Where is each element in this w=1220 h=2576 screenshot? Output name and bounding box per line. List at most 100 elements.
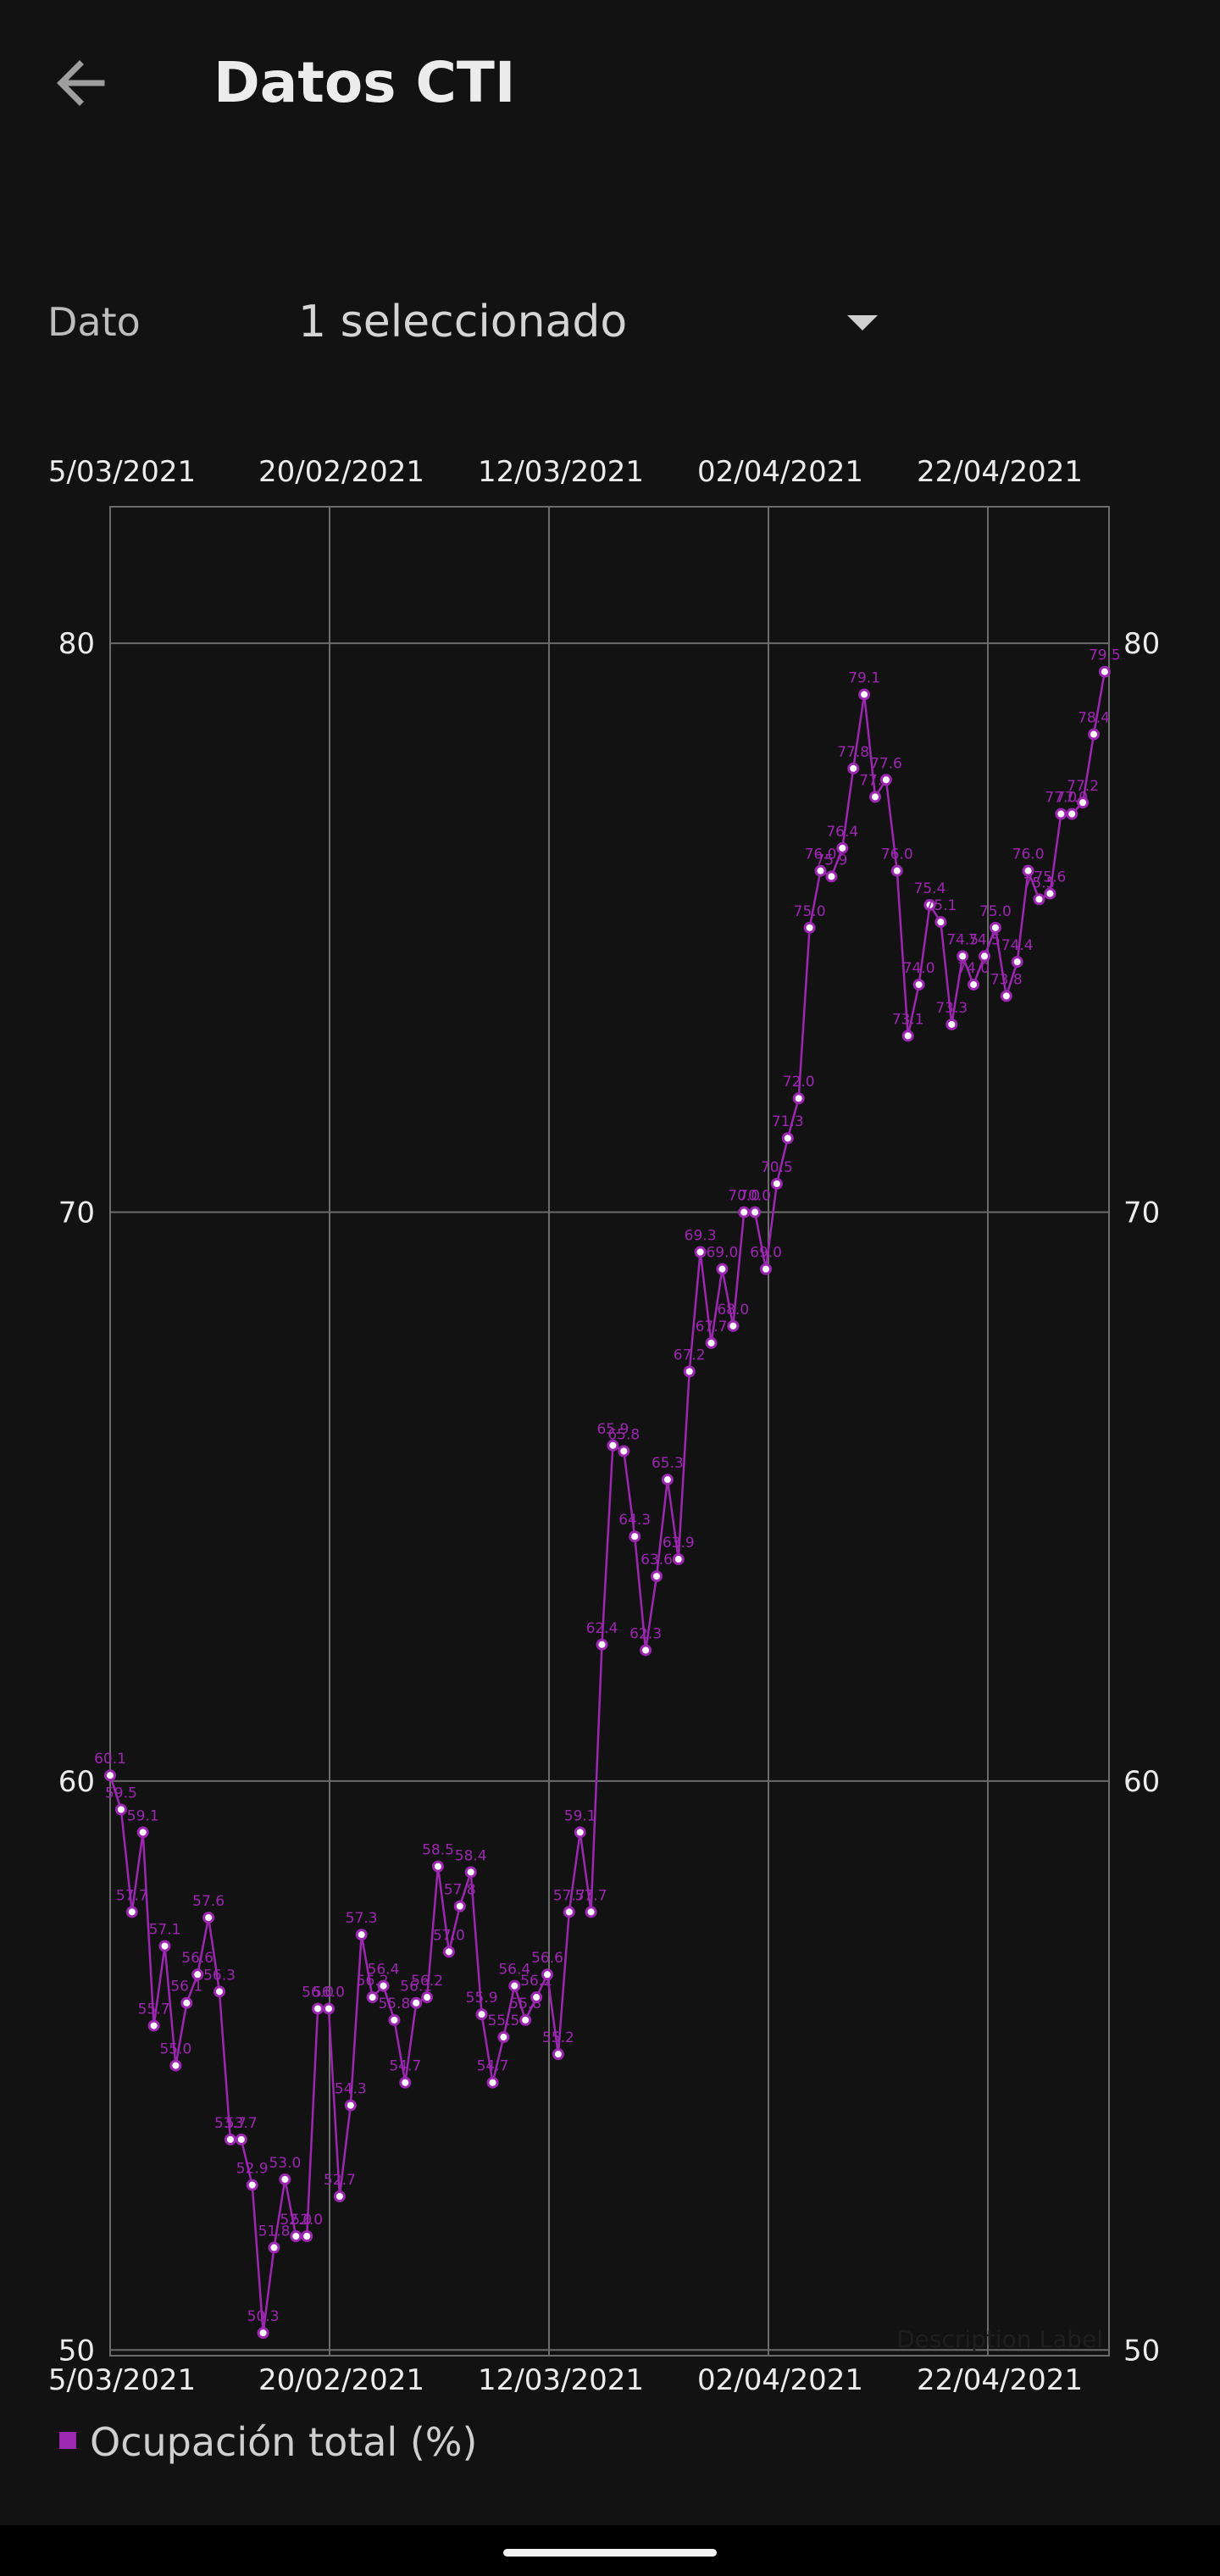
line-chart[interactable]: 5/03/2021 5/03/2021 20/02/2021 20/02/2021 12…	[0, 441, 1220, 2407]
data-point[interactable]	[519, 2013, 532, 2026]
data-point[interactable]	[825, 870, 838, 883]
data-point[interactable]	[399, 2076, 412, 2089]
data-point[interactable]	[125, 1906, 138, 1918]
data-point[interactable]	[191, 1968, 204, 1981]
data-label: 79.1	[848, 670, 880, 687]
data-point[interactable]	[290, 2230, 302, 2243]
data-point[interactable]	[1055, 808, 1068, 820]
data-point[interactable]	[268, 2241, 280, 2254]
data-point[interactable]	[694, 1246, 707, 1258]
data-point[interactable]	[651, 1570, 663, 1583]
data-point[interactable]	[770, 1177, 783, 1190]
data-point[interactable]	[683, 1365, 696, 1378]
data-point[interactable]	[410, 1996, 423, 2009]
data-point[interactable]	[574, 1826, 586, 1839]
data-point[interactable]	[661, 1474, 674, 1486]
data-point[interactable]	[530, 1991, 543, 2004]
data-point[interactable]	[202, 1912, 215, 1924]
data-point[interactable]	[989, 921, 1001, 934]
data-point[interactable]	[596, 1638, 608, 1651]
data-point[interactable]	[869, 791, 881, 803]
data-point[interactable]	[781, 1132, 794, 1145]
data-point[interactable]	[1044, 887, 1056, 900]
data-label: 54.3	[335, 2081, 367, 2098]
data-point[interactable]	[1011, 956, 1023, 969]
data-point[interactable]	[1066, 808, 1079, 820]
data-point[interactable]	[563, 1906, 575, 1918]
data-point[interactable]	[1088, 728, 1100, 741]
data-point[interactable]	[486, 2076, 499, 2089]
data-point[interactable]	[879, 774, 892, 786]
data-point[interactable]	[716, 1263, 729, 1275]
data-point[interactable]	[235, 2133, 247, 2146]
data-point[interactable]	[727, 1319, 740, 1332]
data-point[interactable]	[464, 1866, 477, 1879]
data-point[interactable]	[114, 1803, 127, 1816]
data-point[interactable]	[442, 1946, 455, 1958]
data-point[interactable]	[552, 2048, 564, 2061]
data-point[interactable]	[508, 1979, 521, 1992]
data-point[interactable]	[640, 1644, 652, 1657]
home-indicator[interactable]	[503, 2549, 717, 2557]
data-point[interactable]	[377, 1979, 390, 1992]
data-point[interactable]	[246, 2179, 258, 2191]
back-button[interactable]	[49, 49, 117, 117]
data-point[interactable]	[497, 2031, 510, 2044]
data-point[interactable]	[803, 921, 816, 934]
data-point[interactable]	[738, 1206, 751, 1219]
data-point[interactable]	[934, 916, 947, 929]
data-point[interactable]	[136, 1826, 149, 1839]
data-point[interactable]	[618, 1445, 630, 1457]
data-point[interactable]	[1033, 893, 1045, 906]
data-point[interactable]	[890, 864, 903, 877]
data-point[interactable]	[333, 2190, 346, 2203]
data-point[interactable]	[180, 1996, 193, 2009]
data-point[interactable]	[169, 2059, 182, 2072]
data-point[interactable]	[224, 2133, 236, 2146]
data-point[interactable]	[147, 2019, 160, 2032]
data-point[interactable]	[607, 1439, 619, 1452]
data-point[interactable]	[760, 1263, 772, 1275]
data-point[interactable]	[901, 1030, 914, 1042]
data-point[interactable]	[301, 2230, 313, 2243]
data-point[interactable]	[946, 1018, 958, 1030]
data-point[interactable]	[979, 950, 990, 963]
data-point[interactable]	[1022, 864, 1034, 877]
data-point[interactable]	[344, 2099, 357, 2112]
data-point[interactable]	[366, 1991, 379, 2004]
data-point[interactable]	[541, 1968, 553, 1981]
data-point[interactable]	[257, 2327, 269, 2340]
data-point[interactable]	[453, 1900, 466, 1913]
data-point[interactable]	[158, 1940, 171, 1952]
data-point[interactable]	[323, 2002, 335, 2015]
data-point[interactable]	[1077, 797, 1090, 809]
data-point[interactable]	[792, 1092, 805, 1105]
data-point[interactable]	[968, 978, 980, 991]
data-point[interactable]	[749, 1206, 762, 1219]
data-point[interactable]	[355, 1929, 368, 1941]
data-point[interactable]	[312, 2002, 324, 2015]
data-point[interactable]	[1000, 990, 1012, 1002]
data-point[interactable]	[672, 1553, 685, 1566]
data-point[interactable]	[858, 688, 871, 701]
data-point[interactable]	[957, 950, 969, 963]
data-point[interactable]	[705, 1336, 718, 1349]
data-point[interactable]	[388, 2013, 401, 2026]
data-point[interactable]	[923, 898, 936, 911]
data-point[interactable]	[629, 1530, 641, 1543]
data-point[interactable]	[585, 1906, 597, 1918]
data-point[interactable]	[279, 2173, 291, 2185]
data-point[interactable]	[912, 978, 925, 991]
data-label: 53.7	[214, 2115, 247, 2132]
data-point[interactable]	[104, 1769, 116, 1782]
dato-dropdown[interactable]: 1 seleccionado	[298, 288, 908, 356]
data-point[interactable]	[814, 864, 827, 877]
data-point[interactable]	[432, 1860, 444, 1873]
data-label: 76.0	[1012, 847, 1045, 863]
data-point[interactable]	[836, 841, 849, 854]
data-point[interactable]	[214, 1985, 225, 1998]
data-point[interactable]	[421, 1991, 434, 2004]
data-point[interactable]	[1098, 665, 1111, 678]
data-point[interactable]	[475, 2008, 488, 2021]
data-point[interactable]	[847, 762, 860, 774]
